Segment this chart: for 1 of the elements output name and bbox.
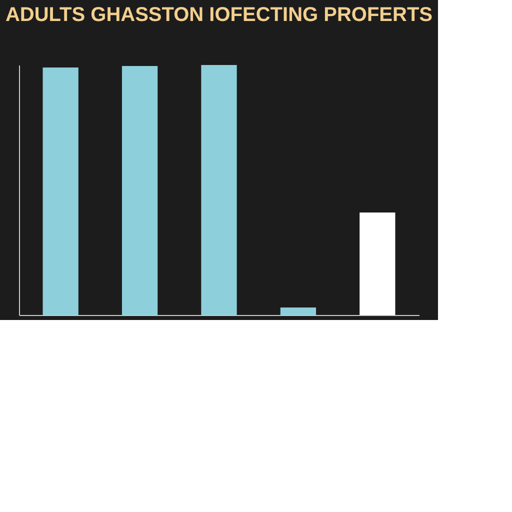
chart-title: ADULTS GHASSTON IOFECTING PROFERTS	[5, 4, 433, 26]
